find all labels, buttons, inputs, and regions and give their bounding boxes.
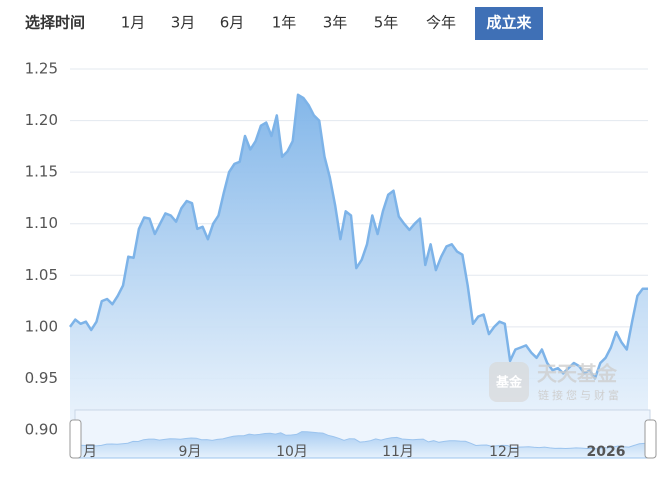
y-tick-label: 0.95 xyxy=(25,369,58,387)
slider-label: 月 xyxy=(83,444,97,460)
slider-label: 2026 xyxy=(587,444,626,460)
watermark-logo: 基金 xyxy=(495,375,523,391)
range-button[interactable]: 6月 xyxy=(220,14,245,32)
y-tick-label: 1.25 xyxy=(25,60,58,78)
slider-label: 10月 xyxy=(276,444,308,460)
selected-button-bg[interactable] xyxy=(475,7,543,40)
range-button[interactable]: 今年 xyxy=(426,14,456,32)
y-tick-label: 1.00 xyxy=(25,317,58,335)
range-button[interactable]: 成立来 xyxy=(486,14,532,32)
line xyxy=(68,93,648,380)
slider-handle[interactable] xyxy=(69,419,82,459)
range-button[interactable]: 5年 xyxy=(374,14,399,32)
toolbar-label: 选择时间 xyxy=(25,14,85,32)
slider-handle[interactable] xyxy=(644,419,657,459)
slider-label: 12月 xyxy=(489,444,521,460)
slider-label: 9月 xyxy=(179,444,202,460)
range-button[interactable]: 1月 xyxy=(121,14,146,32)
y-tick-label: 1.15 xyxy=(25,163,58,181)
y-tick-label: 1.05 xyxy=(25,266,58,284)
y-tick-label: 1.10 xyxy=(25,214,58,232)
range-button[interactable]: 3年 xyxy=(323,14,348,32)
y-tick-label: 0.90 xyxy=(25,421,58,439)
range-button[interactable]: 1年 xyxy=(272,14,297,32)
y-tick-label: 1.20 xyxy=(25,111,58,129)
watermark-subtitle: 链接您与财富 xyxy=(538,388,622,402)
slider-label: 11月 xyxy=(382,444,414,460)
watermark-logo-bg xyxy=(489,362,529,402)
range-button[interactable]: 3月 xyxy=(171,14,196,32)
slider-area xyxy=(74,431,651,459)
watermark-title: 天天基金 xyxy=(537,362,618,386)
area xyxy=(70,94,648,431)
